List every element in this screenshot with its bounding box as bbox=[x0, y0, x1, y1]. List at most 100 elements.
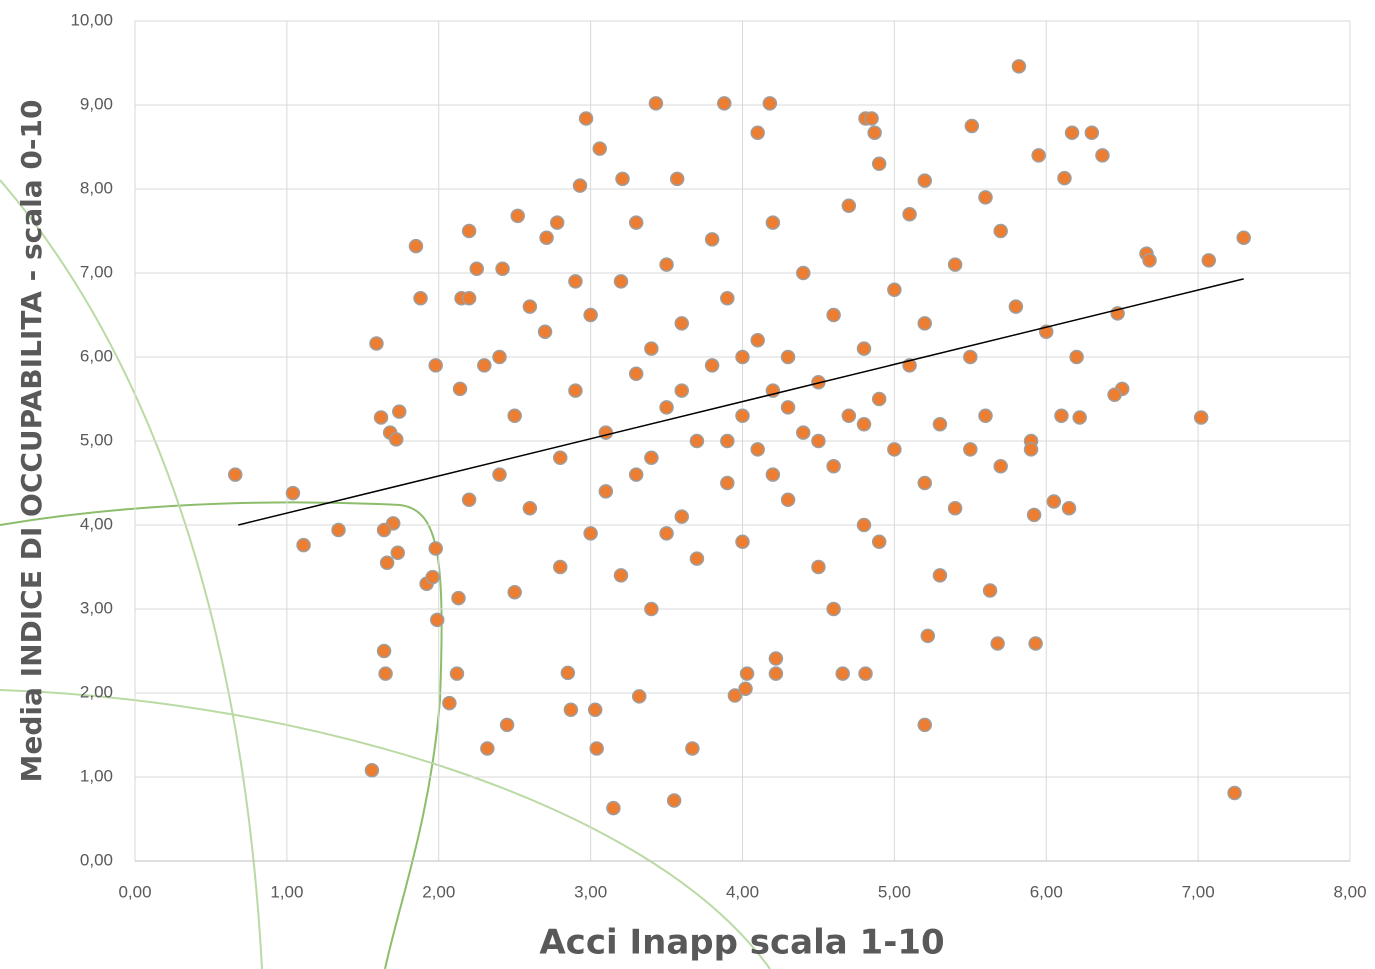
x-tick-label: 8,00 bbox=[1333, 882, 1366, 901]
point bbox=[507, 408, 522, 424]
point bbox=[978, 408, 993, 424]
point bbox=[589, 741, 604, 756]
point bbox=[1061, 500, 1077, 516]
point bbox=[428, 358, 443, 373]
point bbox=[613, 568, 629, 583]
point bbox=[631, 689, 647, 704]
point bbox=[871, 156, 887, 172]
point bbox=[648, 96, 664, 111]
x-tick-label: 4,00 bbox=[726, 882, 759, 901]
point bbox=[563, 702, 579, 718]
x-tick-label: 1,00 bbox=[270, 882, 303, 901]
point bbox=[606, 800, 621, 816]
point bbox=[392, 404, 407, 419]
point bbox=[659, 400, 674, 415]
y-tick-label: 0,00 bbox=[80, 850, 113, 869]
x-tick-label: 5,00 bbox=[878, 882, 911, 901]
y-tick-label: 10,00 bbox=[70, 10, 113, 29]
point bbox=[1026, 507, 1042, 523]
point bbox=[461, 492, 477, 508]
point bbox=[1069, 349, 1084, 365]
point bbox=[510, 208, 525, 224]
point bbox=[451, 590, 466, 606]
y-tick-label: 4,00 bbox=[80, 514, 113, 533]
point bbox=[762, 96, 778, 111]
decoration bbox=[0, 179, 771, 969]
y-tick-label: 9,00 bbox=[80, 94, 113, 113]
y-tick-label: 1,00 bbox=[80, 766, 113, 785]
point bbox=[826, 458, 841, 474]
point bbox=[480, 741, 495, 756]
point bbox=[982, 583, 998, 598]
point bbox=[841, 198, 857, 214]
point bbox=[887, 442, 902, 457]
point bbox=[537, 324, 553, 340]
point bbox=[993, 223, 1008, 239]
point bbox=[1046, 494, 1062, 509]
y-tick-label: 3,00 bbox=[80, 598, 113, 617]
point bbox=[735, 534, 750, 550]
point bbox=[947, 500, 963, 516]
point bbox=[720, 433, 735, 449]
point bbox=[780, 400, 796, 415]
x-tick-label: 7,00 bbox=[1182, 882, 1215, 901]
point bbox=[1236, 230, 1251, 245]
point bbox=[583, 307, 598, 323]
point bbox=[578, 111, 594, 126]
point bbox=[1107, 387, 1122, 403]
point bbox=[917, 173, 932, 188]
point bbox=[449, 666, 465, 681]
point bbox=[413, 290, 428, 306]
point bbox=[978, 190, 993, 205]
point bbox=[685, 741, 700, 756]
point bbox=[1054, 408, 1069, 424]
point bbox=[765, 467, 781, 482]
point bbox=[499, 717, 515, 733]
x-tick-label: 6,00 bbox=[1030, 882, 1063, 901]
point bbox=[750, 442, 765, 457]
point bbox=[750, 332, 765, 348]
point bbox=[826, 601, 841, 617]
x-tick-label: 2,00 bbox=[422, 882, 455, 901]
point bbox=[583, 526, 598, 541]
point bbox=[477, 358, 492, 373]
point bbox=[963, 349, 978, 365]
point bbox=[796, 425, 811, 440]
point bbox=[826, 307, 841, 323]
point bbox=[429, 612, 445, 628]
point bbox=[227, 467, 243, 482]
point bbox=[587, 702, 603, 718]
point bbox=[871, 391, 887, 407]
point bbox=[768, 666, 784, 681]
point bbox=[376, 643, 392, 659]
point bbox=[364, 763, 380, 778]
point bbox=[1008, 299, 1024, 314]
point bbox=[644, 341, 659, 356]
point bbox=[659, 526, 674, 541]
point bbox=[735, 408, 750, 424]
point bbox=[522, 500, 538, 516]
point bbox=[1095, 148, 1110, 163]
point bbox=[947, 257, 963, 272]
point bbox=[689, 551, 705, 566]
point bbox=[932, 568, 948, 583]
y-tick-label: 2,00 bbox=[80, 682, 113, 701]
point bbox=[1011, 59, 1027, 74]
point bbox=[735, 349, 750, 365]
point bbox=[522, 299, 538, 314]
trendline bbox=[238, 278, 1244, 526]
point bbox=[598, 425, 614, 440]
point bbox=[376, 522, 392, 538]
point bbox=[461, 223, 477, 239]
point bbox=[727, 688, 743, 703]
point bbox=[560, 665, 576, 681]
point bbox=[856, 517, 872, 533]
y-tick-label: 5,00 bbox=[80, 430, 113, 449]
point bbox=[920, 628, 936, 644]
point bbox=[452, 381, 468, 397]
point bbox=[689, 433, 705, 449]
point bbox=[739, 666, 755, 681]
point bbox=[796, 265, 811, 281]
point bbox=[461, 290, 477, 306]
point bbox=[867, 125, 882, 140]
